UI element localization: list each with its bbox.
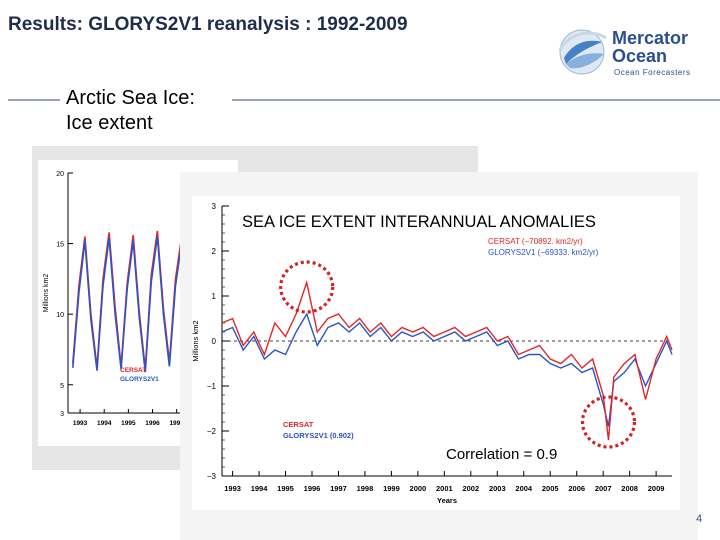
section-title-line2: Ice extent <box>66 112 153 134</box>
section-title-line1: Arctic Sea Ice: <box>66 87 195 109</box>
logo-name-line2: Ocean <box>612 46 668 66</box>
page-number: 4 <box>696 513 703 525</box>
logo-name-line1: Mercator <box>612 28 689 48</box>
anomalies-chart-area <box>192 196 680 510</box>
header-divider-left <box>8 99 60 101</box>
header-divider-right <box>232 99 720 101</box>
section-title: Arctic Sea Ice: Ice extent <box>62 82 232 142</box>
correlation-label: Correlation = 0.9 <box>446 446 558 463</box>
slide-title: Results: GLORYS2V1 reanalysis : 1992-200… <box>8 14 408 35</box>
logo-tagline: Ocean Forecasters <box>614 68 691 77</box>
mercator-ocean-logo: Mercator Ocean Ocean Forecasters <box>556 24 716 84</box>
globe-icon <box>558 29 607 75</box>
anomalies-chart-title: SEA ICE EXTENT INTERANNUAL ANOMALIES <box>242 213 596 231</box>
